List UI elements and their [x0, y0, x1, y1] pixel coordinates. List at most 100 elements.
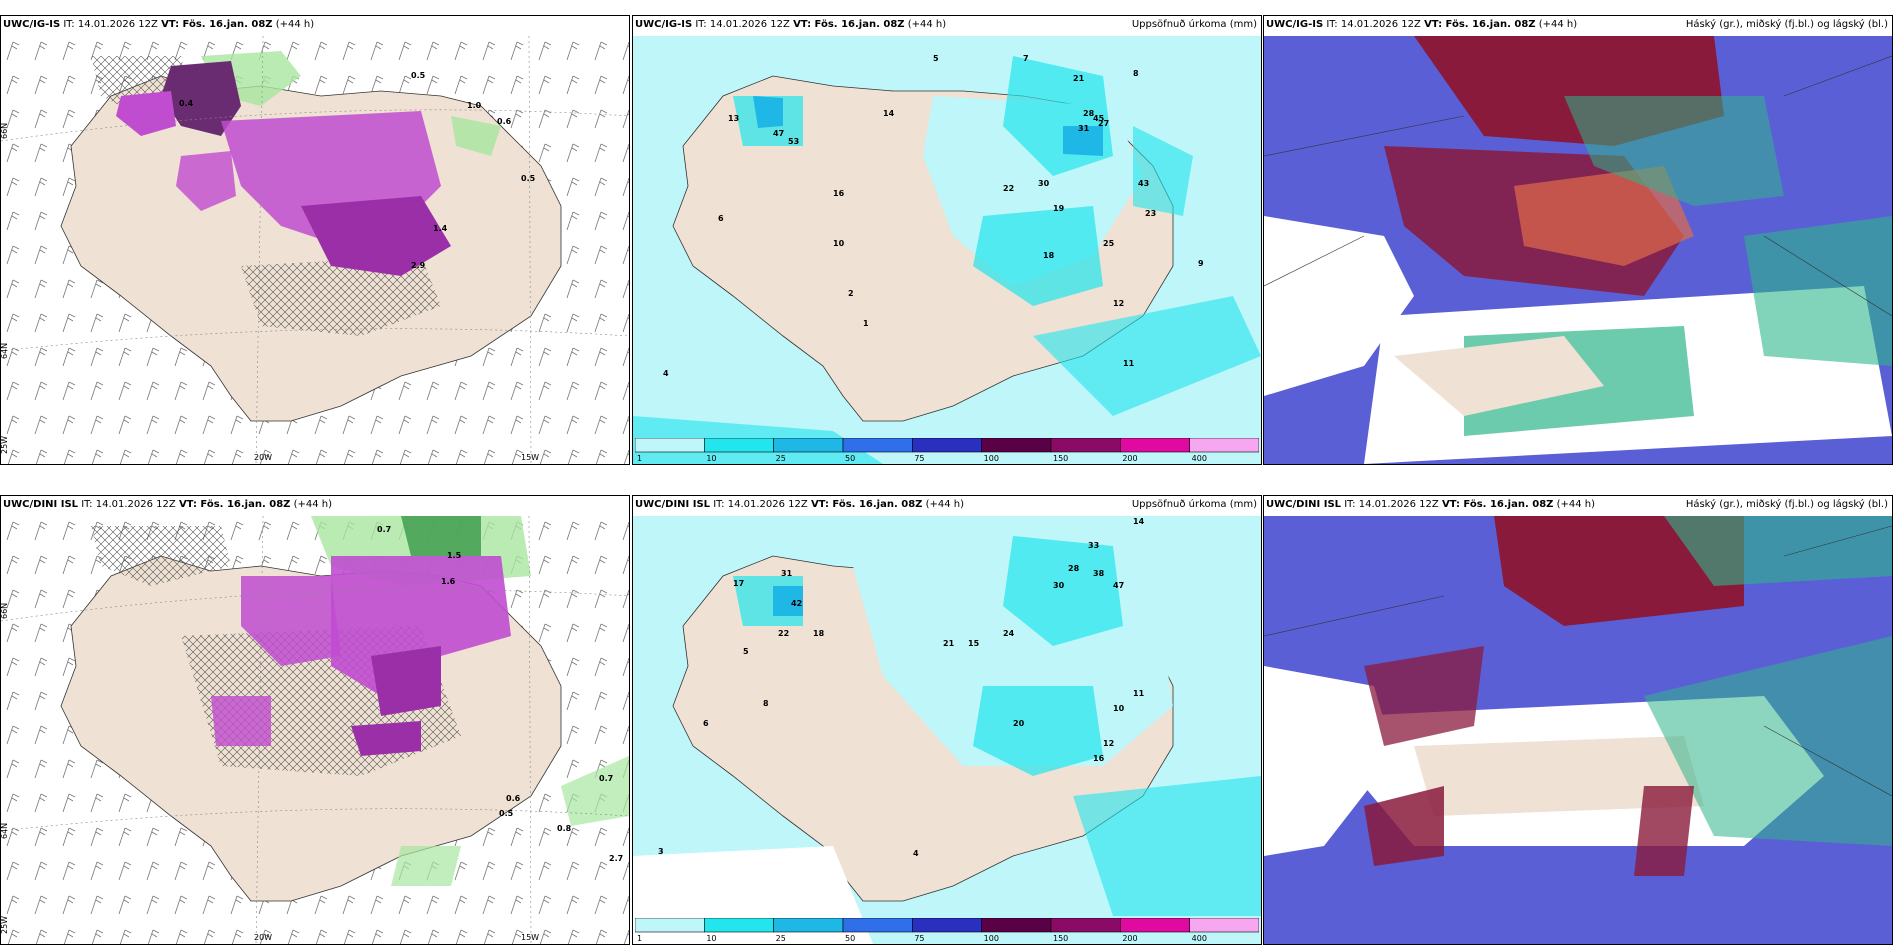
valid-time: VT: Fös. 16.jan. 08Z [1424, 19, 1536, 30]
panel-precip-igis: UWC/IG-IS IT: 14.01.2026 12Z VT: Fös. 16… [632, 15, 1262, 465]
colorbar-tick: 200 [1122, 454, 1137, 462]
svg-text:43: 43 [1138, 179, 1149, 188]
svg-text:12: 12 [1113, 299, 1124, 308]
colorbar-tick: 25 [776, 934, 786, 942]
svg-text:18: 18 [813, 629, 825, 638]
colorbar: 1 10 25 50 75 100 150 200 400 [634, 917, 1260, 943]
colorbar-swatch [912, 917, 982, 933]
map-clouds [1264, 516, 1892, 944]
field-title: Háský (gr.), miðský (fj.bl.) og lágský (… [1685, 19, 1888, 30]
svg-text:10: 10 [833, 239, 845, 248]
panel-precip-dini: UWC/DINI ISL IT: 14.01.2026 12Z VT: Fös.… [632, 495, 1262, 945]
colorbar-tick: 100 [984, 454, 999, 462]
svg-text:25: 25 [1103, 239, 1115, 248]
colorbar-swatch [634, 437, 705, 453]
lon-label-15: 15W [521, 453, 539, 462]
colorbar-tick: 50 [845, 454, 855, 462]
panel-header: UWC/DINI ISL IT: 14.01.2026 12Z VT: Fös.… [3, 499, 625, 513]
lon-label-15: 15W [521, 933, 539, 942]
colorbar-swatch [1120, 437, 1190, 453]
svg-text:11: 11 [1133, 689, 1145, 698]
svg-text:20: 20 [1013, 719, 1025, 728]
panel-header: UWC/DINI ISL IT: 14.01.2026 12Z VT: Fös.… [635, 499, 1257, 513]
wind-value: 2.7 [609, 854, 623, 863]
wind-value: 2.9 [411, 261, 426, 270]
wind-value: 1.6 [441, 577, 456, 586]
svg-text:38: 38 [1093, 569, 1105, 578]
wind-value: 0.6 [506, 794, 521, 803]
colorbar-swatch [773, 437, 844, 453]
lon-label-25: 25W [1, 436, 9, 454]
lon-label-25: 25W [1, 916, 9, 934]
svg-text:42: 42 [791, 599, 802, 608]
svg-text:7: 7 [1023, 54, 1029, 63]
colorbar-tick: 75 [914, 454, 924, 462]
svg-text:16: 16 [1093, 754, 1105, 763]
valid-time: VT: Fös. 16.jan. 08Z [161, 19, 273, 30]
svg-text:21: 21 [943, 639, 955, 648]
colorbar-swatch [1050, 917, 1121, 933]
map-clouds [1264, 36, 1892, 464]
svg-text:30: 30 [1053, 581, 1065, 590]
init-time: IT: 14.01.2026 12Z [1344, 499, 1439, 510]
svg-text:27: 27 [1098, 119, 1109, 128]
colorbar-tick: 400 [1192, 934, 1207, 942]
panel-wind-igis: UWC/IG-IS IT: 14.01.2026 12Z VT: Fös. 16… [0, 15, 630, 465]
model-name: UWC/IG-IS [635, 19, 693, 30]
svg-text:47: 47 [773, 129, 784, 138]
lead-time: (+44 h) [925, 499, 965, 510]
panel-clouds-dini: UWC/DINI ISL IT: 14.01.2026 12Z VT: Fös.… [1263, 495, 1893, 945]
svg-text:11: 11 [1123, 359, 1135, 368]
colorbar-swatch [773, 917, 844, 933]
valid-time: VT: Fös. 16.jan. 08Z [793, 19, 905, 30]
lead-time: (+44 h) [1556, 499, 1596, 510]
map-precip: 5 7 21 13 8 47 53 45 31 14 43 22 30 28 2… [633, 36, 1261, 464]
svg-text:5: 5 [933, 54, 939, 63]
wind-value: 1.0 [467, 101, 482, 110]
wind-value: 0.5 [499, 809, 514, 818]
colorbar-tick: 150 [1053, 454, 1068, 462]
colorbar-tick: 200 [1122, 934, 1137, 942]
colorbar-tick: 75 [914, 934, 924, 942]
valid-time: VT: Fös. 16.jan. 08Z [810, 499, 923, 510]
wind-value: 0.8 [557, 824, 572, 833]
svg-text:33: 33 [1088, 541, 1099, 550]
svg-text:8: 8 [1133, 69, 1139, 78]
wind-value: 1.4 [433, 224, 448, 233]
colorbar-swatch [704, 917, 774, 933]
colorbar-tick: 50 [845, 934, 855, 942]
colorbar-tick: 1 [637, 934, 642, 942]
lat-label-66: 66N [1, 123, 9, 139]
map-wind: 66N 64N 25W 20W 20W 15W 0.5 0.4 1.0 0.6 … [1, 36, 629, 464]
svg-text:47: 47 [1113, 581, 1124, 590]
lon-label-20b: 20W [254, 453, 272, 462]
svg-text:15: 15 [968, 639, 980, 648]
wind-value: 0.6 [497, 117, 512, 126]
colorbar-swatch [634, 917, 705, 933]
colorbar-swatch [1189, 917, 1260, 933]
panel-wind-dini: UWC/DINI ISL IT: 14.01.2026 12Z VT: Fös.… [0, 495, 630, 945]
colorbar: 1 10 25 50 75 100 150 200 400 [634, 437, 1260, 463]
model-name: UWC/DINI ISL [1266, 499, 1342, 510]
svg-text:5: 5 [743, 647, 749, 656]
svg-text:16: 16 [833, 189, 845, 198]
panel-header: UWC/DINI ISL IT: 14.01.2026 12Z VT: Fös.… [1266, 499, 1888, 513]
model-name: UWC/IG-IS [3, 19, 61, 30]
colorbar-swatch [1050, 437, 1121, 453]
init-time: IT: 14.01.2026 12Z [713, 499, 808, 510]
lead-time: (+44 h) [1538, 19, 1578, 30]
wind-value: 0.5 [521, 174, 536, 183]
svg-text:6: 6 [718, 214, 724, 223]
svg-text:30: 30 [1038, 179, 1050, 188]
svg-text:22: 22 [778, 629, 789, 638]
svg-text:23: 23 [1145, 209, 1156, 218]
svg-text:21: 21 [1073, 74, 1085, 83]
svg-text:28: 28 [1083, 109, 1095, 118]
colorbar-tick: 10 [706, 934, 716, 942]
lead-time: (+44 h) [907, 19, 947, 30]
model-name: UWC/DINI ISL [3, 499, 79, 510]
colorbar-swatch [842, 437, 913, 453]
svg-text:22: 22 [1003, 184, 1014, 193]
wind-value: 0.5 [411, 71, 426, 80]
svg-text:45: 45 [1093, 114, 1105, 123]
